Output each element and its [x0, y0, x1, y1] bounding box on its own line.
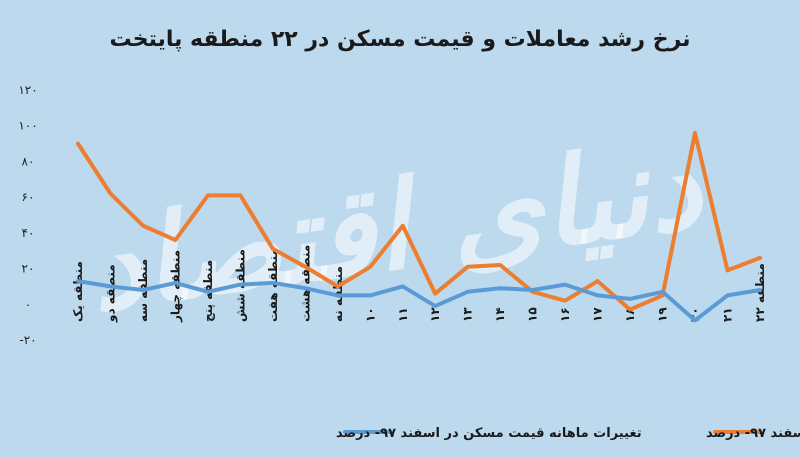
x-tick-label: ۱۰: [363, 307, 377, 322]
y-tick-label: ۱۲۰: [18, 83, 37, 97]
x-tick-label: ۱۵: [526, 307, 540, 322]
x-tick-label: ۱۲: [428, 307, 442, 322]
x-tick-label: منطقه هشت: [298, 245, 312, 322]
series-line-0: [76, 130, 762, 312]
y-tick-label: ۰: [25, 297, 31, 311]
series-line-1: [76, 279, 762, 323]
x-tick-label: منطقه دو: [103, 264, 118, 323]
x-tick-label: ۲۱: [721, 307, 735, 322]
y-tick-label: ۸۰: [22, 154, 35, 168]
chart-title: نرخ رشد معاملات و قیمت مسکن در ۲۲ منطقه …: [109, 27, 690, 52]
x-tick-label: منطقه چهار: [168, 250, 182, 323]
x-tick-label: ۱۳: [461, 307, 475, 322]
x-tick-label: منطقه ۲۲: [753, 263, 767, 322]
legend-label-price: تغییرات ماهانه قیمت مسکن در اسفند ۹۷- در…: [336, 426, 642, 441]
x-tick-label: ۱۴: [493, 307, 507, 322]
y-tick-label: ۱۰۰: [18, 119, 37, 133]
x-tick-label: ۱۱: [396, 307, 410, 322]
x-tick-label: ۱۸: [623, 307, 637, 322]
x-axis-ticks: منطقه یک منطقه دو منطقه سه منطقه چهار منطقه …: [71, 245, 767, 323]
x-tick-label: منطقه هفت: [266, 248, 280, 322]
y-tick-label: ۴۰: [22, 226, 35, 240]
y-tick-label: ۲۰: [22, 262, 35, 276]
y-axis-ticks: ۱۲۰ ۱۰۰ ۸۰ ۶۰ ۴۰ ۲۰ ۰ -۲۰: [18, 83, 37, 347]
y-tick-label: -۲۰: [19, 333, 36, 347]
x-tick-label: ۱۹: [656, 307, 670, 322]
x-tick-label: ۱۶: [558, 307, 572, 322]
y-tick-label: ۶۰: [22, 190, 35, 204]
series-lines: [76, 130, 762, 323]
x-tick-label: منطقه یک: [71, 261, 85, 322]
x-tick-label: ۱۷: [591, 307, 605, 322]
legend-label-volume: تغییرات ماهانه حجم معاملات در اسفند ۹۷- …: [706, 426, 800, 441]
legend: تغییرات ماهانه حجم معاملات در اسفند ۹۷- …: [336, 426, 800, 441]
